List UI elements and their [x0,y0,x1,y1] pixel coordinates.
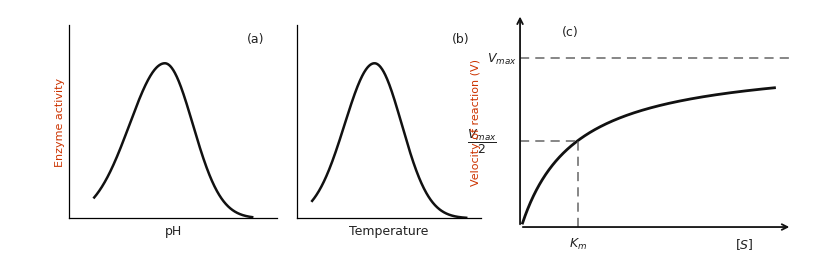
X-axis label: Temperature: Temperature [350,224,429,237]
Text: $V_{max}$: $V_{max}$ [487,51,516,66]
X-axis label: pH: pH [165,224,182,237]
Text: $[S]$: $[S]$ [735,236,754,251]
Text: $K_m$: $K_m$ [569,236,587,251]
Text: (c): (c) [562,26,579,39]
Text: $\dfrac{V_{max}}{2}$: $\dfrac{V_{max}}{2}$ [467,127,497,155]
Text: (a): (a) [247,33,265,46]
Y-axis label: Enzyme activity: Enzyme activity [55,77,65,166]
Text: Velocity of reaction (V): Velocity of reaction (V) [471,59,481,185]
Text: (b): (b) [452,33,469,46]
